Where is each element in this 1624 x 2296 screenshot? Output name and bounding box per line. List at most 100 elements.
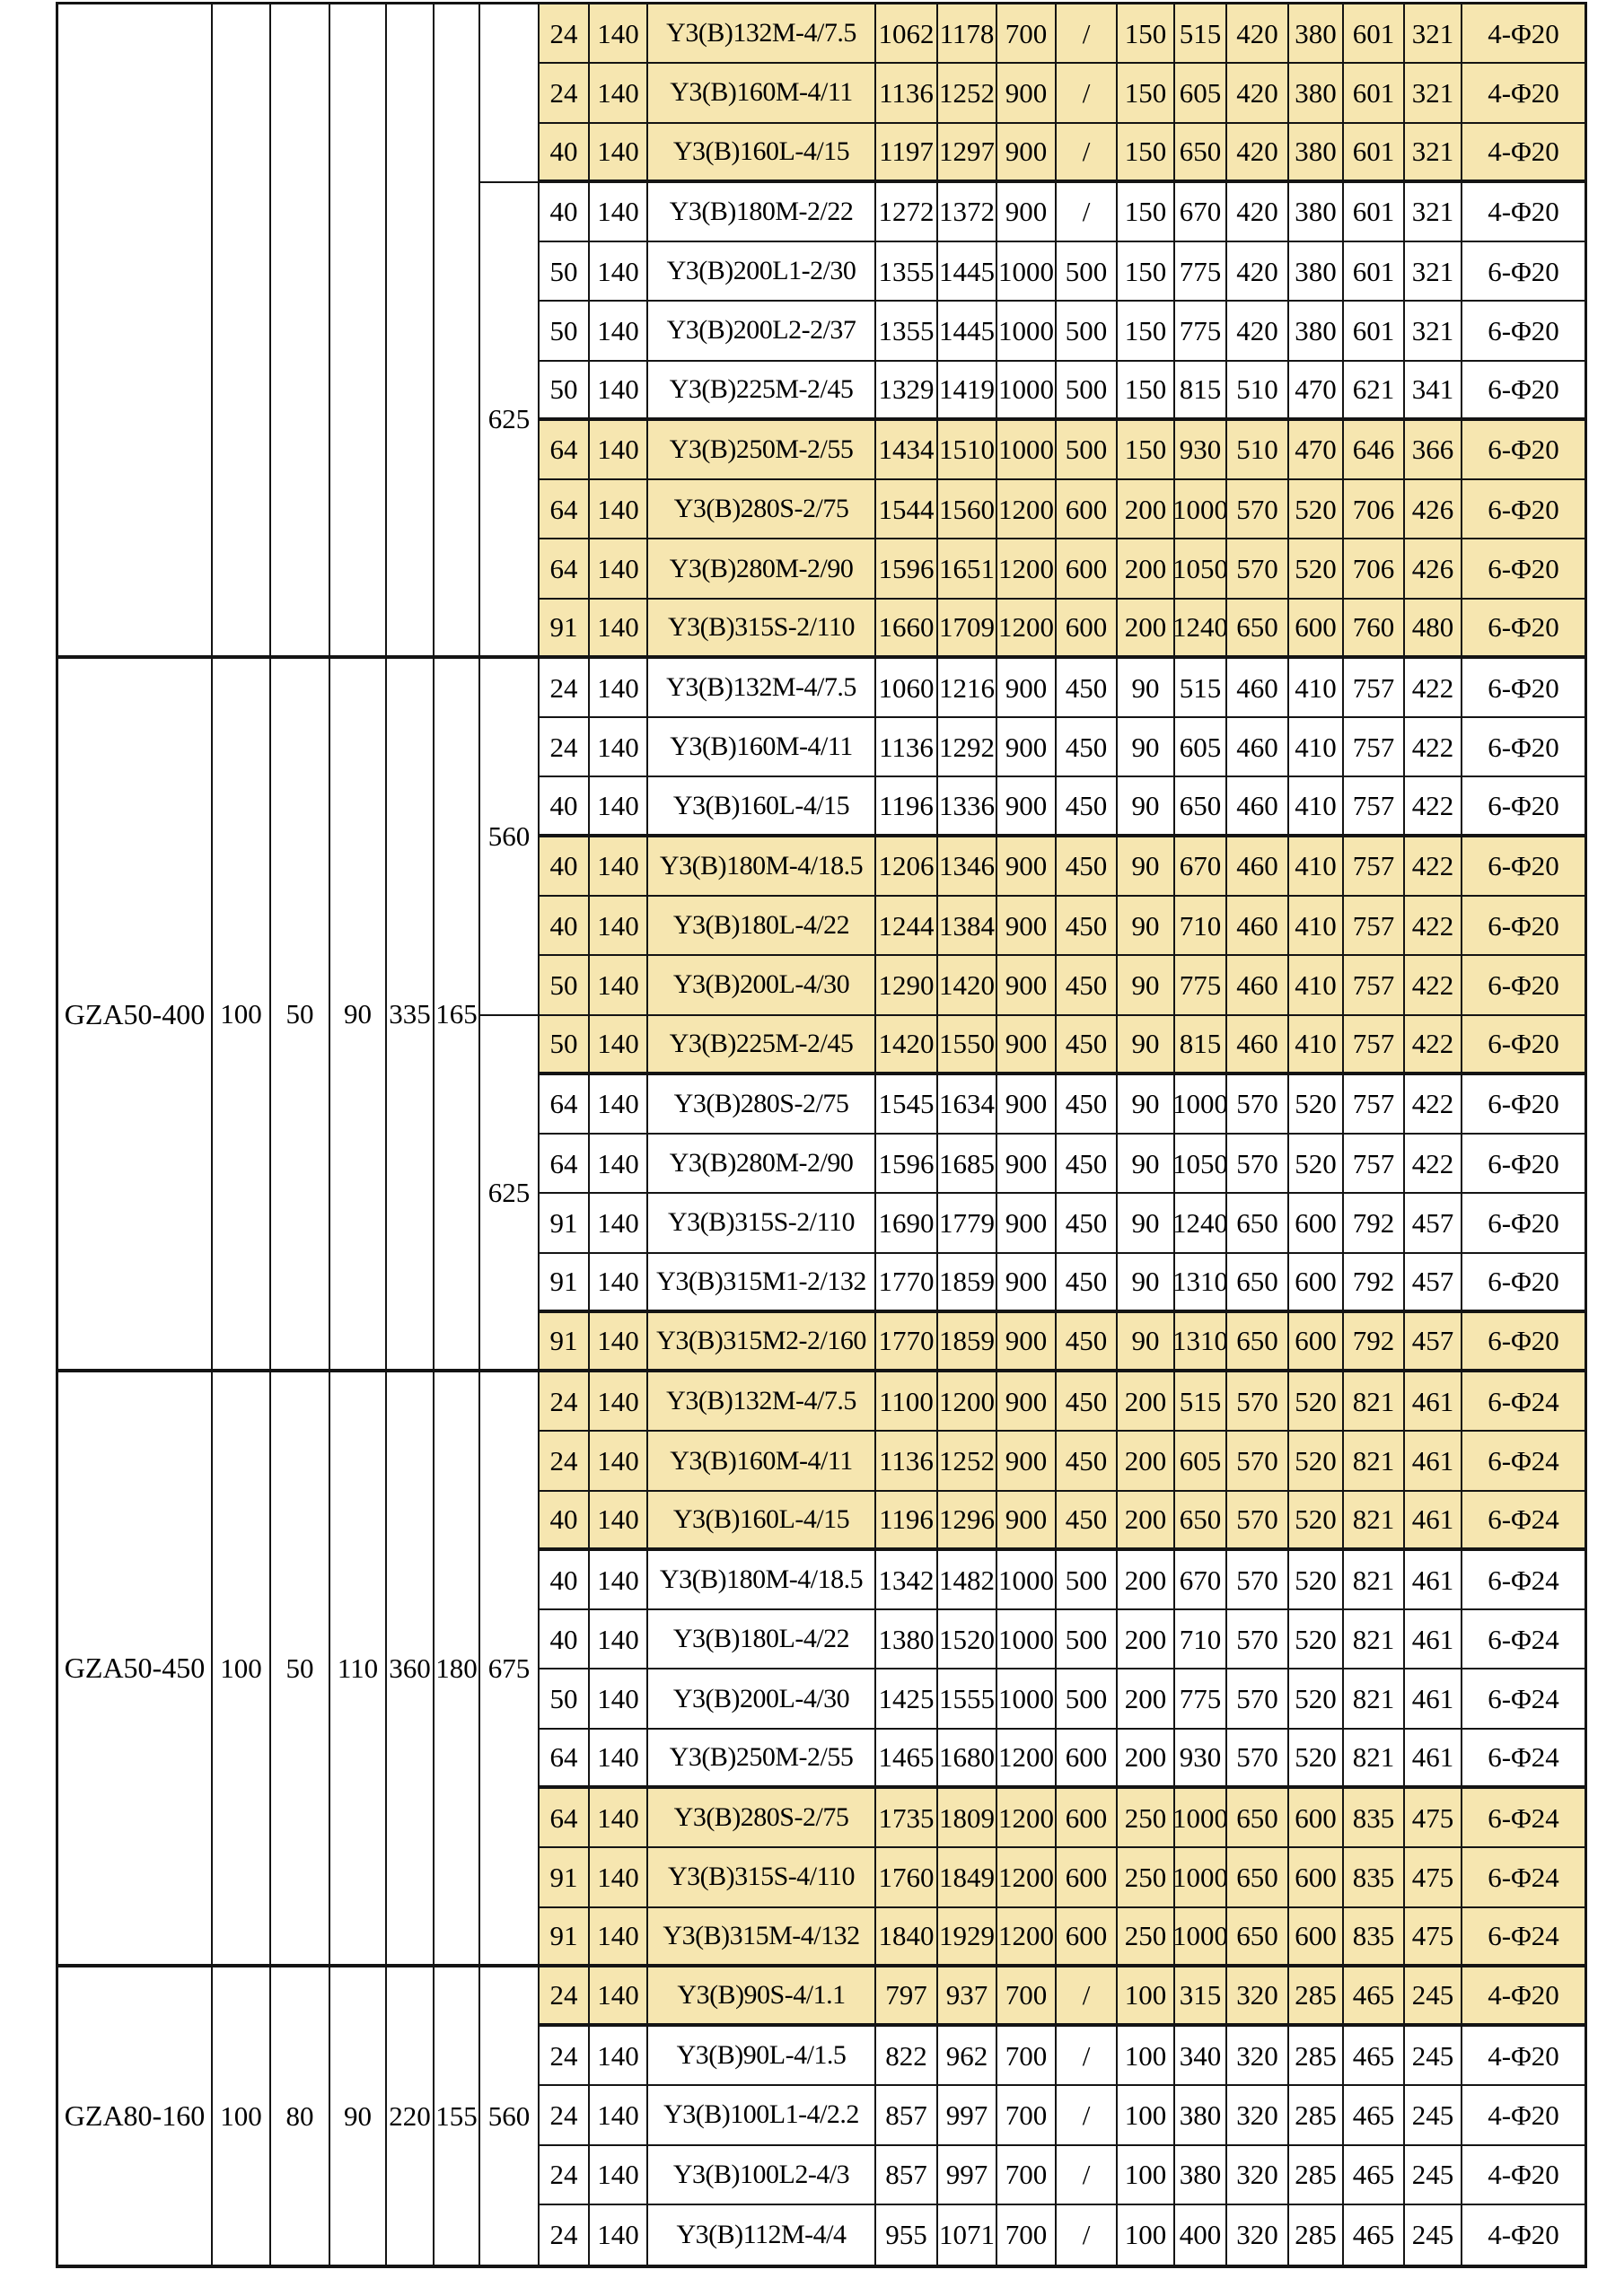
data-cell: Y3(B)112M-4/4 xyxy=(648,2204,876,2265)
data-cell: 857 xyxy=(876,2145,938,2205)
data-cell: 1240 xyxy=(1175,1194,1227,1254)
data-cell: 200 xyxy=(1118,1491,1175,1551)
data-cell: 245 xyxy=(1405,2086,1462,2146)
data-cell: 1297 xyxy=(938,123,997,183)
data-cell: 6-Φ20 xyxy=(1462,1194,1584,1254)
data-cell: 200 xyxy=(1118,599,1175,659)
dim-cell xyxy=(271,4,330,659)
data-cell: 775 xyxy=(1175,1669,1227,1730)
data-cell: Y3(B)315M1-2/132 xyxy=(648,1253,876,1313)
data-cell: 700 xyxy=(997,1967,1057,2028)
data-cell: 422 xyxy=(1405,896,1462,957)
data-cell: 91 xyxy=(540,1194,590,1254)
data-cell: 757 xyxy=(1344,777,1405,837)
data-cell: 900 xyxy=(997,1372,1057,1433)
data-cell: 140 xyxy=(590,1788,648,1849)
data-cell: 570 xyxy=(1227,1074,1289,1135)
data-cell: 420 xyxy=(1227,302,1289,362)
spec-table: 625 24 140 Y3(B)132M-4/7.5 1062 1178 700/150 51… xyxy=(56,2,1587,2269)
data-cell: Y3(B)160M-4/11 xyxy=(648,718,876,778)
data-cell: 91 xyxy=(540,1253,590,1313)
data-cell: 200 xyxy=(1118,1372,1175,1433)
data-cell: 1200 xyxy=(997,480,1057,540)
data-cell: 40 xyxy=(540,837,590,897)
data-cell: 1859 xyxy=(938,1253,997,1313)
data-cell: 24 xyxy=(540,1372,590,1433)
data-cell: 6-Φ24 xyxy=(1462,1551,1584,1611)
data-cell: 140 xyxy=(590,182,648,243)
data-cell: 90 xyxy=(1118,1194,1175,1254)
data-cell: 245 xyxy=(1405,2027,1462,2087)
data-cell: 465 xyxy=(1344,2086,1405,2146)
data-cell: 380 xyxy=(1289,123,1344,183)
data-cell: 475 xyxy=(1405,1848,1462,1908)
data-cell: 24 xyxy=(540,4,590,65)
data-cell: 450 xyxy=(1057,896,1118,957)
data-cell: 480 xyxy=(1405,599,1462,659)
data-cell: 6-Φ24 xyxy=(1462,1730,1584,1789)
data-cell: 1545 xyxy=(876,1074,938,1135)
data-cell: 465 xyxy=(1344,2204,1405,2265)
data-cell: / xyxy=(1057,1967,1118,2028)
dim-cell: 100 xyxy=(213,658,271,1373)
data-cell: 601 xyxy=(1344,302,1405,362)
data-cell: 420 xyxy=(1227,64,1289,124)
data-cell: 140 xyxy=(590,361,648,421)
data-cell: 320 xyxy=(1227,2145,1289,2205)
data-cell: 650 xyxy=(1175,1491,1227,1551)
data-cell: 465 xyxy=(1344,2027,1405,2087)
group-label-cell: 560 xyxy=(480,1967,540,2265)
data-cell: 1425 xyxy=(876,1669,938,1730)
data-cell: 90 xyxy=(1118,777,1175,837)
data-cell: 245 xyxy=(1405,2204,1462,2265)
data-cell: 91 xyxy=(540,1848,590,1908)
data-cell: 821 xyxy=(1344,1729,1405,1789)
data-cell: 601 xyxy=(1344,64,1405,124)
data-cell: 500 xyxy=(1057,420,1118,481)
data-cell: 857 xyxy=(876,2086,938,2146)
data-cell: 140 xyxy=(590,1848,648,1908)
data-cell: 1136 xyxy=(876,1432,938,1492)
data-cell: Y3(B)280M-2/90 xyxy=(648,1135,876,1195)
data-cell: 1384 xyxy=(938,896,997,957)
data-cell: 1544 xyxy=(876,480,938,540)
data-cell: / xyxy=(1057,64,1118,124)
data-cell: 140 xyxy=(590,1253,648,1313)
data-cell: 510 xyxy=(1227,361,1289,421)
data-cell: 315 xyxy=(1175,1967,1227,2028)
data-cell: 24 xyxy=(540,718,590,778)
data-cell: 600 xyxy=(1057,1848,1118,1908)
data-cell: 50 xyxy=(540,302,590,362)
data-cell: 601 xyxy=(1344,182,1405,243)
data-cell: Y3(B)315S-2/110 xyxy=(648,599,876,659)
data-cell: Y3(B)200L-4/30 xyxy=(648,1669,876,1730)
data-cell: 1292 xyxy=(938,718,997,778)
data-cell: 520 xyxy=(1289,1074,1344,1135)
data-cell: 250 xyxy=(1118,1788,1175,1849)
data-cell: 6-Φ20 xyxy=(1462,539,1584,600)
data-cell: 1482 xyxy=(938,1550,997,1611)
data-cell: 650 xyxy=(1227,599,1289,659)
data-cell: 470 xyxy=(1289,420,1344,481)
data-cell: 470 xyxy=(1289,361,1344,421)
data-cell: 570 xyxy=(1227,1610,1289,1670)
data-cell: 757 xyxy=(1344,1074,1405,1135)
data-cell: 900 xyxy=(997,182,1057,243)
data-cell: 930 xyxy=(1175,1729,1227,1789)
dim-cell xyxy=(330,4,387,659)
data-cell: 140 xyxy=(590,1669,648,1730)
data-cell: 40 xyxy=(540,123,590,183)
data-cell: 24 xyxy=(540,2086,590,2146)
data-cell: Y3(B)160L-4/15 xyxy=(648,123,876,183)
data-cell: 150 xyxy=(1118,420,1175,481)
data-cell: Y3(B)315M2-2/160 xyxy=(648,1312,876,1373)
data-cell: 646 xyxy=(1344,420,1405,481)
data-cell: 150 xyxy=(1118,123,1175,183)
data-cell: 520 xyxy=(1289,480,1344,540)
dim-cell: 90 xyxy=(330,658,387,1373)
data-cell: 40 xyxy=(540,777,590,837)
data-cell: 40 xyxy=(540,182,590,243)
data-cell: 150 xyxy=(1118,182,1175,243)
data-cell: 1050 xyxy=(1175,1135,1227,1195)
data-cell: 6-Φ24 xyxy=(1462,1372,1584,1433)
